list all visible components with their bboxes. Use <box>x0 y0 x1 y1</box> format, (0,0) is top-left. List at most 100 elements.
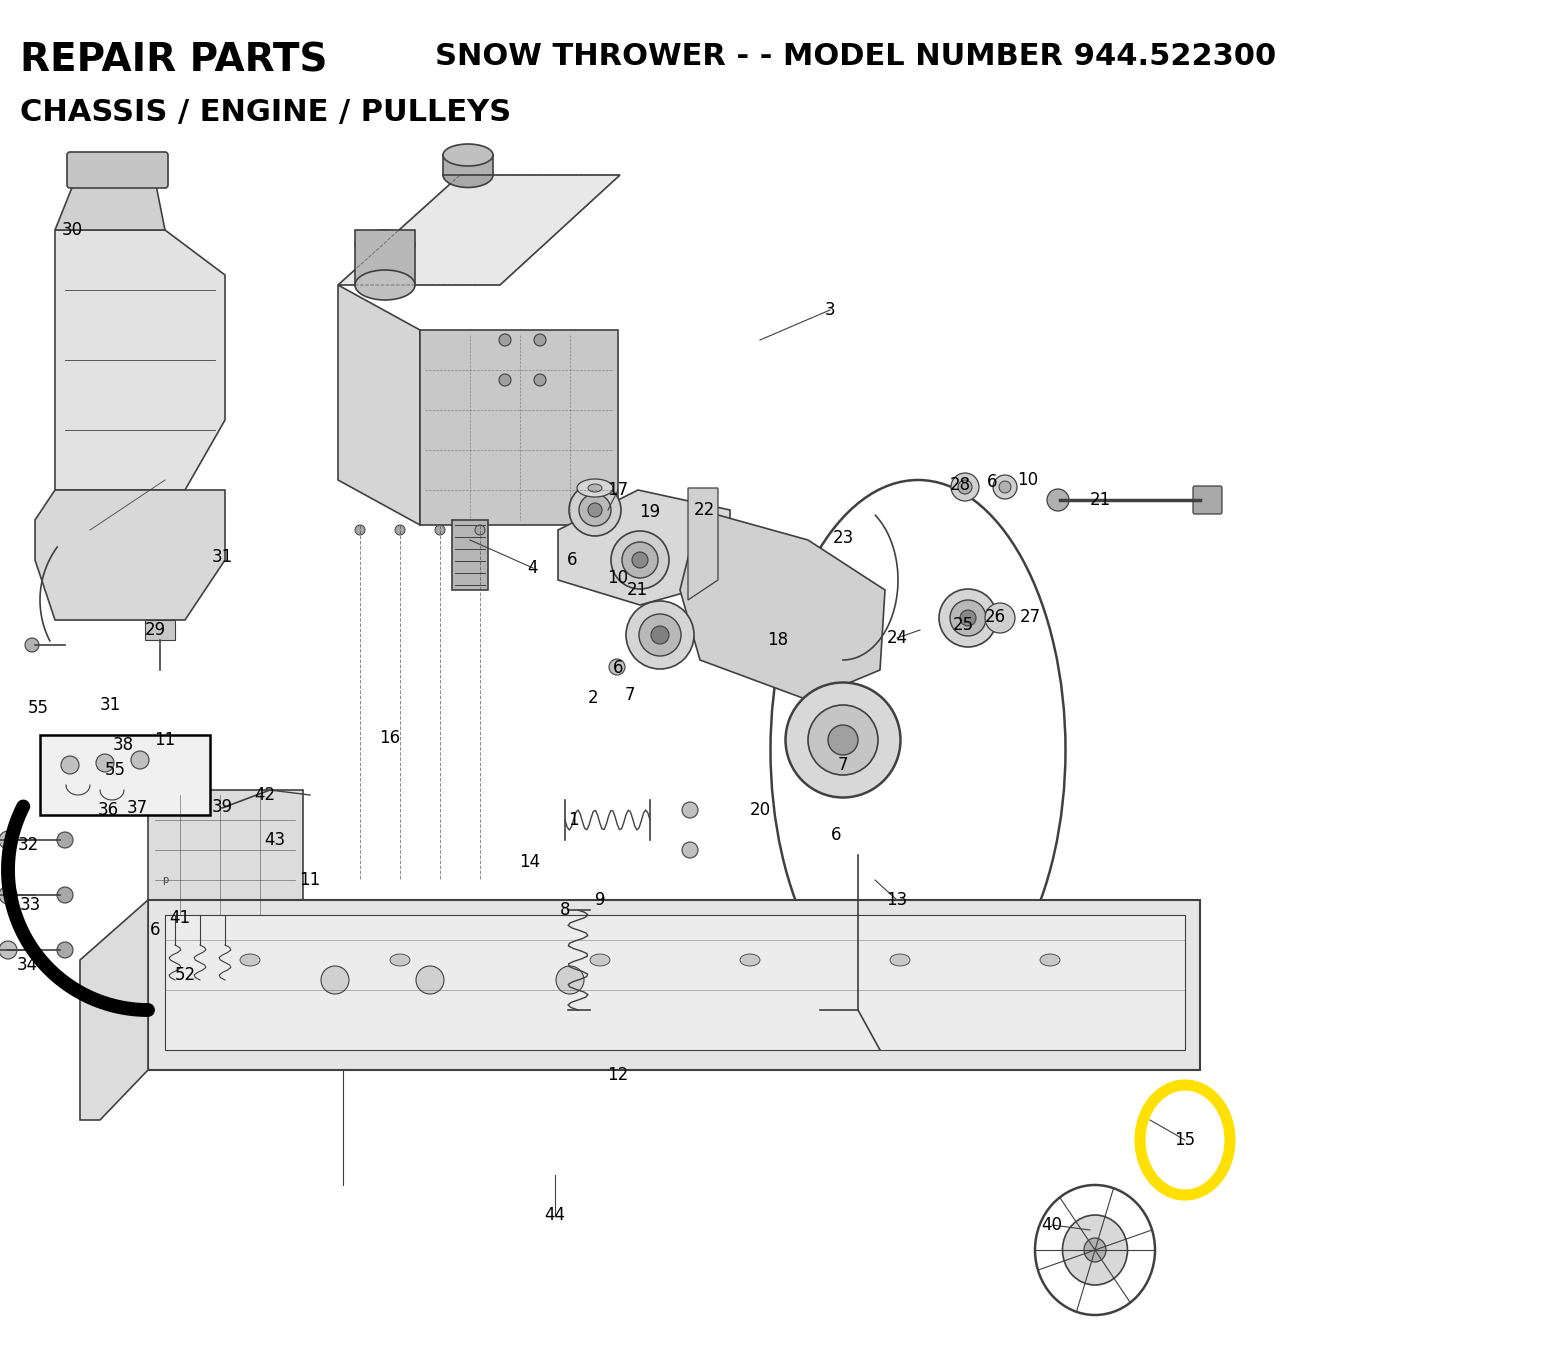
Text: 26: 26 <box>984 608 1006 626</box>
Text: 24: 24 <box>886 629 907 648</box>
Text: 10: 10 <box>1017 470 1038 489</box>
Text: 21: 21 <box>626 581 648 599</box>
Ellipse shape <box>958 480 972 493</box>
Text: 7: 7 <box>838 756 849 773</box>
Text: 6: 6 <box>830 826 841 844</box>
Ellipse shape <box>57 887 73 903</box>
Ellipse shape <box>639 614 680 656</box>
Text: 6: 6 <box>150 921 160 940</box>
Ellipse shape <box>588 484 602 492</box>
Text: 40: 40 <box>1042 1215 1063 1234</box>
Ellipse shape <box>1063 1215 1128 1284</box>
Ellipse shape <box>534 334 546 346</box>
Ellipse shape <box>57 942 73 959</box>
Polygon shape <box>56 230 225 489</box>
Text: 18: 18 <box>767 631 788 649</box>
Text: 6: 6 <box>613 658 623 677</box>
Text: 8: 8 <box>560 900 571 919</box>
Text: 12: 12 <box>608 1065 628 1084</box>
Text: 39: 39 <box>211 798 233 817</box>
Polygon shape <box>56 180 165 230</box>
Bar <box>355 230 415 285</box>
Text: p: p <box>162 875 168 886</box>
Ellipse shape <box>62 756 79 773</box>
Ellipse shape <box>960 610 977 626</box>
Text: 2: 2 <box>588 690 599 707</box>
Ellipse shape <box>0 886 17 904</box>
Ellipse shape <box>25 638 39 652</box>
Ellipse shape <box>390 955 410 965</box>
Polygon shape <box>680 510 886 700</box>
Text: 28: 28 <box>949 476 971 493</box>
Ellipse shape <box>984 603 1015 633</box>
Ellipse shape <box>435 525 444 535</box>
Text: 31: 31 <box>211 548 233 566</box>
Polygon shape <box>148 900 1200 1069</box>
Ellipse shape <box>498 334 511 346</box>
Ellipse shape <box>950 473 978 502</box>
Polygon shape <box>338 285 420 525</box>
Text: REPAIR PARTS: REPAIR PARTS <box>20 42 327 80</box>
Text: 30: 30 <box>62 220 83 239</box>
Text: 21: 21 <box>1089 491 1111 508</box>
Ellipse shape <box>57 831 73 848</box>
Ellipse shape <box>0 941 17 959</box>
Text: 37: 37 <box>127 799 148 817</box>
Ellipse shape <box>950 600 986 635</box>
Ellipse shape <box>741 955 761 965</box>
Ellipse shape <box>633 552 648 568</box>
Text: 43: 43 <box>264 831 285 849</box>
Bar <box>145 621 174 639</box>
Ellipse shape <box>131 750 150 769</box>
Polygon shape <box>559 489 730 604</box>
Text: 13: 13 <box>886 891 907 909</box>
Ellipse shape <box>417 965 444 994</box>
Text: 19: 19 <box>639 503 660 521</box>
Text: 20: 20 <box>750 800 770 819</box>
Text: 44: 44 <box>545 1206 565 1224</box>
Text: 11: 11 <box>154 731 176 749</box>
Text: 32: 32 <box>17 836 39 854</box>
Text: 38: 38 <box>113 735 134 754</box>
Ellipse shape <box>498 375 511 387</box>
Ellipse shape <box>651 626 670 644</box>
Text: 33: 33 <box>20 896 40 914</box>
Ellipse shape <box>569 484 620 535</box>
Text: 14: 14 <box>520 853 540 871</box>
Polygon shape <box>35 489 225 621</box>
Text: 17: 17 <box>608 481 628 499</box>
Ellipse shape <box>682 802 697 818</box>
Ellipse shape <box>682 842 697 859</box>
Polygon shape <box>338 174 620 285</box>
Ellipse shape <box>1048 489 1069 511</box>
Polygon shape <box>420 330 619 525</box>
FancyBboxPatch shape <box>66 151 168 188</box>
Text: 55: 55 <box>105 761 125 779</box>
Ellipse shape <box>589 955 609 965</box>
Text: 16: 16 <box>380 729 401 748</box>
Polygon shape <box>452 521 488 589</box>
Ellipse shape <box>577 479 613 498</box>
Text: 27: 27 <box>1020 608 1040 626</box>
Text: 7: 7 <box>625 685 636 704</box>
Text: 4: 4 <box>528 558 539 577</box>
Ellipse shape <box>940 589 997 648</box>
Ellipse shape <box>355 230 415 260</box>
Text: 36: 36 <box>97 800 119 819</box>
Text: 55: 55 <box>28 699 48 717</box>
Ellipse shape <box>321 965 349 994</box>
Ellipse shape <box>355 270 415 300</box>
Ellipse shape <box>0 831 17 849</box>
Text: 42: 42 <box>255 786 276 804</box>
Text: 15: 15 <box>1174 1132 1196 1149</box>
Ellipse shape <box>96 754 114 772</box>
FancyBboxPatch shape <box>40 735 210 815</box>
FancyBboxPatch shape <box>1193 485 1222 514</box>
Text: 3: 3 <box>824 301 835 319</box>
Ellipse shape <box>355 525 366 535</box>
Text: 9: 9 <box>594 891 605 909</box>
Ellipse shape <box>611 531 670 589</box>
Ellipse shape <box>475 525 485 535</box>
Text: 6: 6 <box>566 552 577 569</box>
Ellipse shape <box>626 602 694 669</box>
